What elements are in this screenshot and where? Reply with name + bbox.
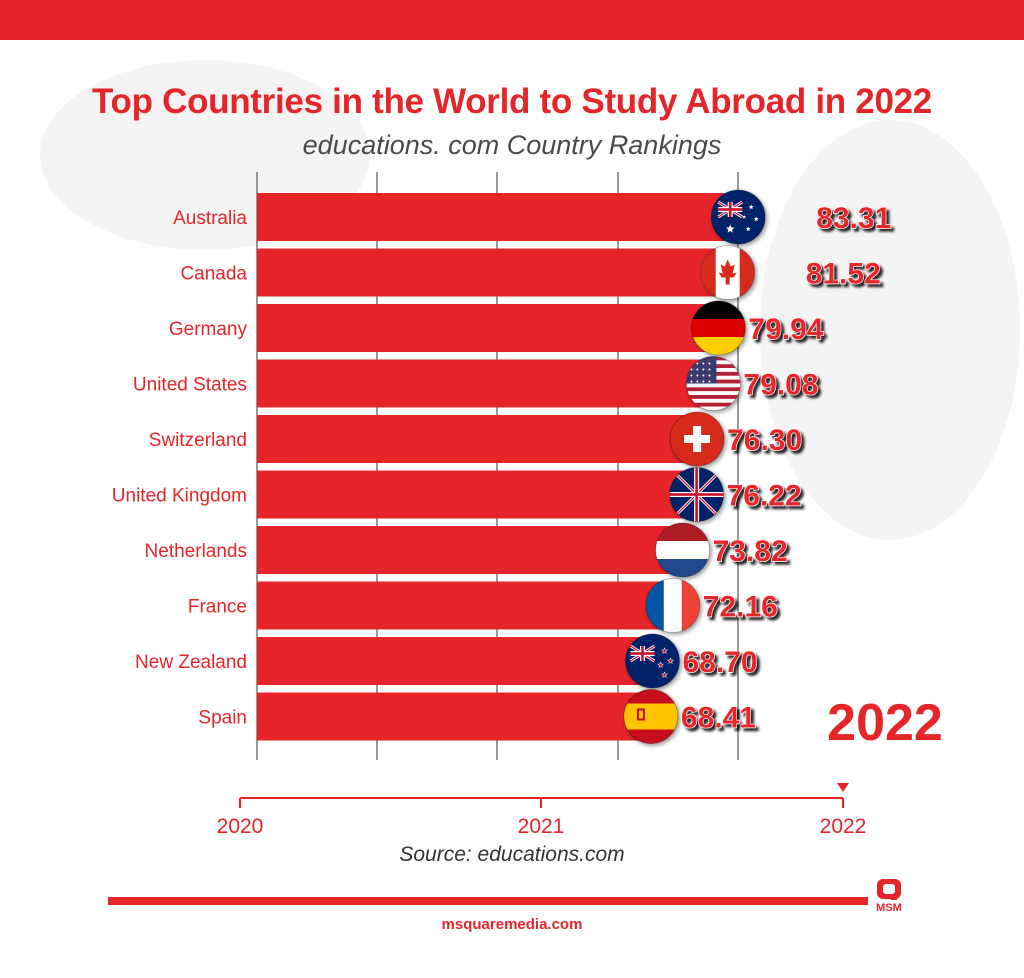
current-year-label: 2022 (827, 694, 943, 752)
timeline-tick-label: 2020 (217, 815, 264, 838)
category-label: United States (133, 375, 247, 396)
bar (257, 304, 719, 352)
germany-flag-icon (690, 300, 746, 356)
value-label: 72.16 (703, 591, 778, 624)
msm-logo-icon (877, 879, 901, 900)
value-label: 79.94 (748, 313, 823, 346)
value-label: 68.70 (683, 646, 758, 679)
bar (257, 526, 683, 574)
category-label: Netherlands (145, 541, 247, 562)
spain-flag-icon (623, 689, 679, 744)
timeline-marker-icon[interactable] (837, 783, 849, 792)
bar (257, 415, 698, 463)
bar (257, 470, 697, 519)
top-banner (0, 0, 1024, 40)
value-label: 73.82 (713, 535, 788, 568)
netherlands-flag-icon (655, 522, 711, 578)
category-label: Spain (198, 708, 247, 729)
france-flag-icon (645, 578, 701, 633)
category-label: Australia (173, 208, 247, 229)
logo-text: MSM (876, 902, 902, 914)
category-label: Canada (180, 264, 247, 285)
value-label: 76.22 (727, 480, 802, 513)
bar (257, 359, 714, 408)
chart-title: Top Countries in the World to Study Abro… (92, 82, 932, 121)
usa-flag-icon (685, 356, 741, 411)
australia-flag-icon (710, 189, 766, 245)
chart-subtitle: educations. com Country Rankings (302, 130, 722, 160)
value-label: 68.41 (681, 702, 756, 735)
source-note: Source: educations.com (399, 843, 625, 866)
bar (257, 637, 653, 685)
value-label: 83.31 (816, 202, 891, 235)
category-label: United Kingdom (112, 486, 247, 507)
category-label: New Zealand (135, 652, 247, 673)
new-zealand-flag-icon (625, 633, 680, 689)
site-url: msquaremedia.com (441, 916, 583, 933)
category-label: Germany (169, 319, 248, 340)
switzerland-flag-icon (669, 411, 725, 467)
bar (257, 248, 728, 297)
world-map-background-east (760, 120, 1020, 540)
bar (257, 581, 673, 630)
timeline-tick-label: 2021 (518, 815, 565, 838)
value-label: 79.08 (743, 369, 818, 402)
bar (257, 692, 651, 741)
value-label: 81.52 (806, 258, 881, 291)
category-label: Switzerland (149, 430, 247, 451)
value-label: 76.30 (727, 424, 802, 457)
uk-flag-icon (669, 467, 725, 522)
bar-chart: Australia Canada Germany United States Switz… (112, 172, 943, 838)
canada-flag-icon (700, 245, 756, 300)
timeline-tick-label: 2022 (820, 815, 867, 838)
msm-logo: MSM (872, 878, 906, 914)
bar (257, 193, 739, 241)
category-label: France (188, 597, 247, 618)
footer-divider (108, 897, 868, 905)
